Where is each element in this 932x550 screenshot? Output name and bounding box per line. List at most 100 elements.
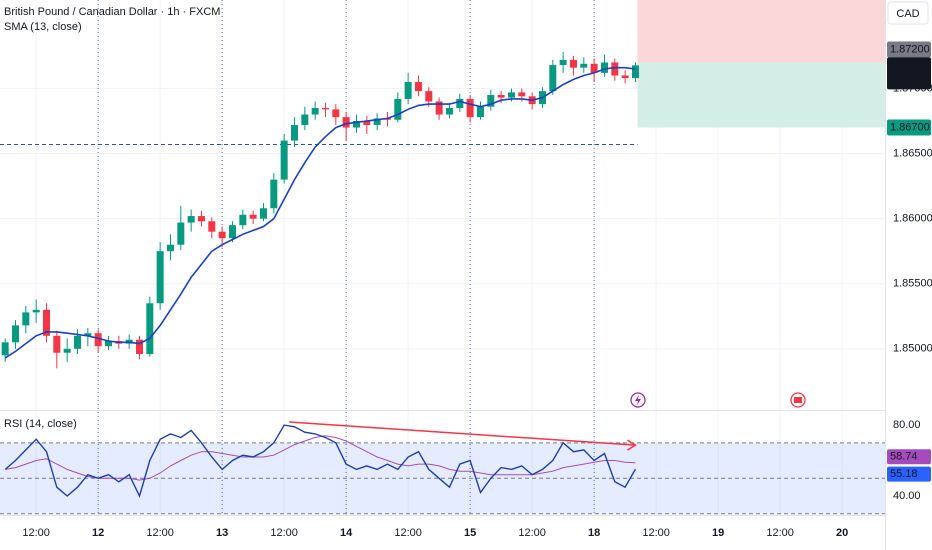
rsi-value: 55.18 <box>890 468 918 480</box>
candle-body <box>518 92 526 97</box>
candle-body <box>73 335 81 349</box>
x-tick-label: 12 <box>92 527 104 539</box>
currency-box[interactable] <box>887 1 929 25</box>
x-tick-label: 20 <box>836 527 848 539</box>
candle-body <box>249 214 257 219</box>
rsi-tick-label: 80.00 <box>893 419 921 431</box>
candle-body <box>53 335 61 353</box>
candle-body <box>611 62 619 76</box>
x-tick-label: 13 <box>216 527 228 539</box>
candle-body <box>404 82 412 99</box>
last-price: 1.87178 <box>890 59 930 71</box>
alert-icon[interactable] <box>630 392 646 408</box>
rsi-line <box>4 424 637 498</box>
candle-body <box>63 348 71 353</box>
x-tick-label: 12:00 <box>766 527 794 539</box>
candle-body <box>332 109 340 118</box>
x-tick-label: 12:00 <box>22 527 50 539</box>
candle-body <box>197 216 205 222</box>
candle-body <box>301 114 309 125</box>
candle-body <box>363 121 371 125</box>
x-tick-label: 12:00 <box>270 527 298 539</box>
x-tick-label: 19 <box>712 527 724 539</box>
candle-body <box>497 95 505 98</box>
candle-body <box>559 59 567 66</box>
event-icon[interactable] <box>790 392 806 408</box>
candle-body <box>218 231 226 239</box>
entry-label-box <box>887 41 931 58</box>
candle-body <box>22 312 30 326</box>
candle-body <box>373 118 381 125</box>
candle-body <box>135 339 143 355</box>
candle-body <box>94 333 102 347</box>
candle-body <box>487 95 495 107</box>
target-label-box <box>887 119 931 136</box>
candle-body <box>1 342 9 356</box>
candle-body <box>32 309 40 313</box>
sma-line <box>4 66 636 359</box>
plot-layer <box>0 0 885 515</box>
candle-body <box>177 222 185 245</box>
rsi-ma-line <box>5 435 636 481</box>
candle-body <box>425 91 433 102</box>
candle-body <box>569 59 577 68</box>
candle-body <box>507 92 515 98</box>
candle-body <box>187 216 195 223</box>
chart-title: British Pound / Canadian Dollar · 1h · F… <box>4 6 220 18</box>
candle-body <box>259 208 267 219</box>
candle-body <box>342 117 350 128</box>
x-tick-label: 12:00 <box>518 527 546 539</box>
x-tick-label: 12:00 <box>394 527 422 539</box>
rsi-value-box <box>887 466 931 482</box>
candle-body <box>456 98 464 109</box>
rsi-legend: RSI (14, close) <box>4 418 77 430</box>
candle-body <box>239 214 247 226</box>
entry-label: 1.87200 <box>890 43 930 55</box>
y-tick-label: 1.86500 <box>893 147 932 159</box>
candle-body <box>311 108 319 115</box>
candle-body <box>146 303 154 355</box>
candle-body <box>156 251 164 304</box>
stop-zone <box>637 0 885 63</box>
rsi-tick-label: 40.00 <box>893 490 921 502</box>
candle-body <box>631 65 639 79</box>
target-label: 1.86700 <box>890 121 930 133</box>
rsi-ma-value: 58.74 <box>890 451 918 463</box>
currency: CAD <box>896 8 919 20</box>
x-tick-label: 14 <box>340 527 353 539</box>
rsi-trendline <box>289 421 636 446</box>
candle-body <box>600 62 608 73</box>
candle-body <box>621 75 629 79</box>
x-tick-label: 12:00 <box>146 527 174 539</box>
sma-legend: SMA (13, close) <box>4 21 82 33</box>
x-tick-label: 15 <box>464 527 476 539</box>
y-tick-label: 1.85500 <box>893 278 932 290</box>
candle-body <box>280 140 288 180</box>
x-tick-label: 18 <box>588 527 600 539</box>
candle-body <box>352 121 360 128</box>
candle-body <box>414 82 422 92</box>
rsi-ma-value-box <box>887 449 931 465</box>
candle-body <box>321 108 329 110</box>
candle-body <box>290 124 298 141</box>
candle-body <box>42 309 50 336</box>
candle-body <box>445 108 453 115</box>
candle-body <box>435 101 443 115</box>
candle-body <box>394 98 402 120</box>
candle-body <box>84 333 92 336</box>
candle-body <box>549 65 557 92</box>
candle-body <box>466 98 474 118</box>
candle-body <box>228 225 236 239</box>
candle-body <box>580 63 588 68</box>
candle-body <box>476 106 484 118</box>
y-tick-label: 1.85000 <box>893 343 932 355</box>
target-zone <box>637 62 885 128</box>
y-tick-label: 1.86000 <box>893 213 932 225</box>
candle-body <box>166 244 174 252</box>
candle-body <box>11 325 19 343</box>
countdown: 20:22 <box>893 74 921 86</box>
candle-body <box>270 179 278 209</box>
candle-body <box>208 221 216 232</box>
x-tick-label: 12:00 <box>642 527 670 539</box>
